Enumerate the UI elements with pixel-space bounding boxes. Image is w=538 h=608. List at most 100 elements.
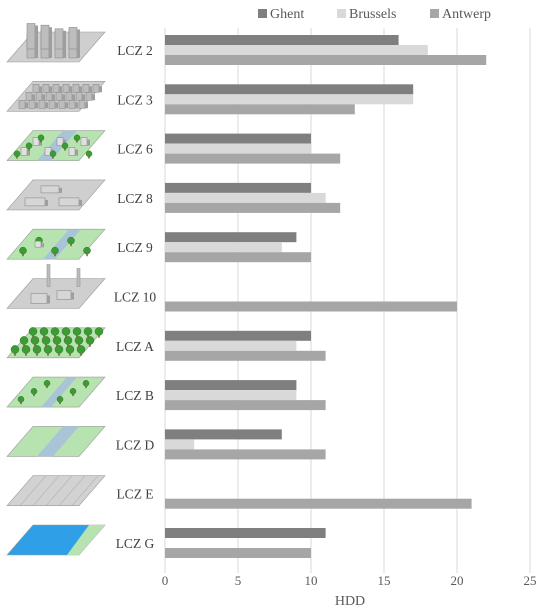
bar-antwerp (165, 104, 355, 115)
building-side (52, 94, 55, 101)
building-side (41, 243, 44, 248)
category-label: LCZ D (116, 437, 155, 452)
tree-crown (61, 327, 71, 336)
bar-antwerp (165, 498, 472, 509)
building (35, 92, 43, 101)
building-side (71, 292, 74, 300)
x-tick-label: 15 (378, 573, 391, 588)
tree-crown (10, 345, 20, 354)
bar-brussels (165, 45, 428, 55)
building-side (82, 94, 85, 101)
tree-crown (83, 246, 91, 255)
building-side (85, 102, 88, 109)
legend-label-ghent: Ghent (270, 7, 304, 22)
paving-line (71, 475, 99, 506)
building (40, 24, 50, 50)
tree-crown (56, 396, 64, 403)
tree-crown (17, 396, 25, 403)
open-lowrise-icon (6, 130, 106, 161)
tree-crown (54, 345, 64, 354)
building (85, 92, 93, 101)
bar-ghent (165, 429, 282, 440)
bar-brussels (165, 340, 297, 351)
bar-brussels (165, 192, 326, 203)
tree-crown (28, 327, 38, 336)
legend-label-brussels: Brussels (349, 7, 396, 22)
building-side (89, 86, 92, 93)
building-side (87, 139, 90, 146)
building (38, 100, 46, 109)
tree-crown (85, 336, 95, 345)
tree-crown (37, 134, 45, 142)
building-side (25, 102, 28, 109)
bar-brussels (165, 439, 195, 450)
road (37, 426, 79, 457)
bar-ghent (165, 232, 297, 243)
bar-antwerp (165, 548, 311, 558)
building (55, 92, 63, 101)
x-tick-label: 20 (451, 573, 464, 588)
building (30, 293, 48, 304)
category-label: LCZ 2 (117, 43, 153, 58)
building-side (39, 86, 42, 93)
tree-crown (49, 150, 57, 158)
building-side (27, 149, 30, 156)
category-label: LCZ 9 (117, 240, 153, 255)
category-label: LCZ 3 (117, 92, 153, 107)
building (68, 100, 76, 109)
building (42, 84, 50, 93)
x-tick-label: 10 (305, 573, 318, 588)
bar-ghent (165, 380, 297, 391)
paving-line (45, 475, 73, 506)
category-label: LCZ A (116, 339, 154, 354)
shore (67, 525, 105, 555)
building (62, 84, 70, 93)
building-side (59, 187, 62, 193)
heavy-industry-icon (6, 264, 106, 309)
x-tick-label: 0 (162, 573, 169, 588)
bars (165, 35, 487, 558)
building (45, 92, 53, 101)
building (28, 100, 36, 109)
category-label: LCZ 6 (117, 142, 153, 157)
building (68, 27, 78, 50)
building-side (35, 102, 38, 109)
building-side (45, 199, 48, 206)
tree-crown (41, 336, 51, 345)
building-side (42, 94, 45, 101)
building (68, 147, 76, 156)
tree-crown (50, 327, 60, 336)
chimney (76, 268, 81, 287)
legend-swatch-ghent (258, 9, 267, 18)
tree-crown (67, 236, 75, 245)
x-tick-label: 5 (235, 573, 242, 588)
building-side (72, 94, 75, 101)
building (52, 84, 60, 93)
tree-crown (43, 380, 51, 387)
bar-antwerp (165, 449, 326, 460)
dense-trees-icon (6, 327, 106, 359)
building (25, 92, 33, 101)
sparsely-built-icon (6, 228, 106, 260)
bar-brussels (165, 143, 311, 154)
building (34, 240, 42, 248)
building (24, 197, 46, 207)
building (58, 197, 80, 207)
category-label: LCZ B (116, 388, 154, 403)
ground-tile (6, 179, 106, 211)
tree-crown (19, 336, 29, 345)
building (65, 92, 73, 101)
lcz-icons (6, 23, 106, 556)
tree-crown (32, 345, 42, 354)
building-side (35, 25, 38, 49)
building (80, 137, 88, 146)
bar-brussels (165, 390, 297, 401)
bar-ghent (165, 133, 311, 144)
building (78, 100, 86, 109)
bar-antwerp (165, 301, 457, 312)
category-label: LCZ 10 (114, 290, 157, 305)
building (48, 100, 56, 109)
tree-crown (30, 336, 40, 345)
tree-crown (43, 345, 53, 354)
building-side (65, 102, 68, 109)
